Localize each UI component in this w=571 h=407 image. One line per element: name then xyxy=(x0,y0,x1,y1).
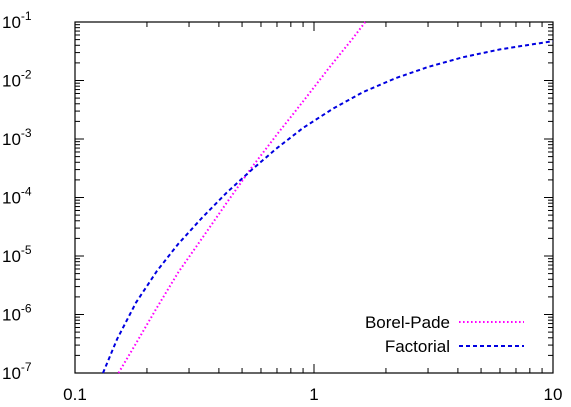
series-line-factorial xyxy=(102,40,554,374)
legend-label: Borel-Pade xyxy=(365,313,450,332)
y-tick-label: 10-5 xyxy=(2,243,32,266)
axis-tick-labels: 0.1 1 10 10-7 10-6 10-5 10-4 10-3 10-2 10-1 xyxy=(2,9,562,404)
legend-label: Factorial xyxy=(385,337,450,356)
y-tick-label: 10-2 xyxy=(2,68,32,91)
series-line-borel-pade xyxy=(117,21,367,374)
y-tick-label: 10-1 xyxy=(2,9,32,32)
x-tick-label: 10 xyxy=(544,385,563,404)
axis-ticks xyxy=(74,21,554,374)
legend: Borel-Pade Factorial xyxy=(365,313,524,356)
x-tick-label: 1 xyxy=(309,385,318,404)
plot-area xyxy=(102,21,554,374)
y-tick-label: 10-3 xyxy=(2,126,32,149)
y-tick-label: 10-6 xyxy=(2,302,32,325)
x-tick-label: 0.1 xyxy=(63,385,87,404)
y-tick-label: 10-4 xyxy=(2,185,32,208)
y-tick-label: 10-7 xyxy=(2,360,32,383)
plot-frame xyxy=(74,21,554,374)
